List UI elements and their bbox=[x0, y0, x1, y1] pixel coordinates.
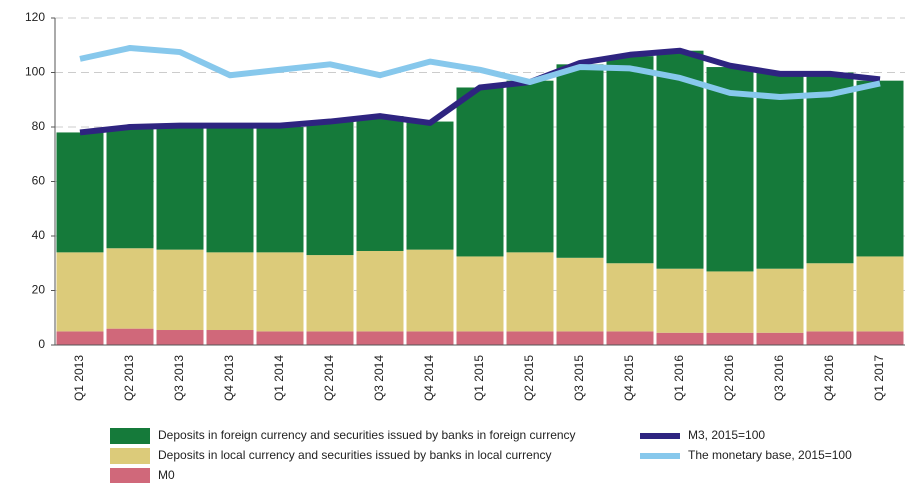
bar-segment bbox=[206, 330, 254, 345]
bar-segment bbox=[756, 72, 804, 269]
bar-segment bbox=[856, 331, 904, 345]
y-tick-label: 80 bbox=[32, 119, 46, 133]
bar-segment bbox=[156, 249, 204, 331]
bar-segment bbox=[406, 249, 454, 332]
x-tick-label: Q4 2013 bbox=[222, 355, 236, 401]
x-tick-label: Q3 2013 bbox=[172, 355, 186, 401]
bar-segment bbox=[156, 127, 204, 250]
bar-segment bbox=[706, 271, 754, 333]
legend-swatch bbox=[110, 448, 150, 464]
bar-segment bbox=[56, 132, 104, 253]
legend-label: M0 bbox=[158, 468, 175, 482]
bar-segment bbox=[256, 127, 304, 253]
bar-segment bbox=[306, 331, 354, 345]
legend-label: The monetary base, 2015=100 bbox=[688, 448, 852, 462]
legend-swatch bbox=[110, 428, 150, 444]
bar-segment bbox=[656, 332, 704, 345]
x-tick-label: Q1 2016 bbox=[672, 355, 686, 401]
bar-segment bbox=[756, 268, 804, 333]
bar-segment bbox=[106, 328, 154, 345]
bar-segment bbox=[206, 252, 254, 331]
x-tick-label: Q3 2016 bbox=[772, 355, 786, 401]
x-tick-label: Q4 2014 bbox=[422, 355, 436, 401]
y-tick-label: 60 bbox=[32, 174, 46, 188]
y-tick-label: 120 bbox=[25, 10, 45, 24]
bar-segment bbox=[706, 332, 754, 345]
legend-swatch bbox=[110, 468, 150, 483]
x-tick-label: Q2 2013 bbox=[122, 355, 136, 401]
legend-label: Deposits in foreign currency and securit… bbox=[158, 428, 576, 442]
y-tick-label: 40 bbox=[32, 228, 46, 242]
bar-segment bbox=[106, 127, 154, 249]
bar-segment bbox=[606, 331, 654, 345]
y-tick-label: 20 bbox=[32, 283, 46, 297]
bar-segment bbox=[806, 72, 854, 264]
bar-segment bbox=[856, 256, 904, 332]
bar-segment bbox=[256, 331, 304, 345]
x-tick-label: Q1 2015 bbox=[472, 355, 486, 401]
bar-segment bbox=[506, 331, 554, 345]
bar-segment bbox=[206, 127, 254, 253]
bar-segment bbox=[606, 56, 654, 264]
line-series bbox=[79, 44, 881, 101]
bar-segment bbox=[456, 256, 504, 332]
x-tick-label: Q1 2014 bbox=[272, 355, 286, 401]
y-tick-label: 100 bbox=[25, 65, 45, 79]
bar-segment bbox=[656, 50, 704, 269]
bar-segment bbox=[506, 80, 554, 253]
bar-segment bbox=[506, 252, 554, 332]
bar-segment bbox=[356, 250, 404, 332]
bar-segment bbox=[456, 331, 504, 345]
bar-segment bbox=[306, 121, 354, 256]
x-tick-label: Q3 2014 bbox=[372, 355, 386, 401]
bar-segment bbox=[456, 87, 504, 257]
legend-label: M3, 2015=100 bbox=[688, 428, 765, 442]
bar-segment bbox=[806, 263, 854, 332]
bar-segment bbox=[756, 332, 804, 345]
x-tick-label: Q1 2013 bbox=[72, 355, 86, 401]
bar-segment bbox=[706, 67, 754, 272]
x-tick-label: Q2 2015 bbox=[522, 355, 536, 401]
x-tick-label: Q3 2015 bbox=[572, 355, 586, 401]
bar-segment bbox=[556, 64, 604, 258]
bar-segment bbox=[156, 330, 204, 345]
bar-segment bbox=[856, 80, 904, 257]
x-tick-label: Q1 2017 bbox=[872, 355, 886, 401]
legend-label: Deposits in local currency and securitie… bbox=[158, 448, 552, 462]
bar-segment bbox=[806, 331, 854, 345]
x-tick-label: Q4 2015 bbox=[622, 355, 636, 401]
bar-segment bbox=[56, 252, 104, 332]
y-tick-label: 0 bbox=[38, 337, 45, 351]
bar-segment bbox=[406, 121, 454, 250]
bar-segment bbox=[356, 331, 404, 345]
bar-segment bbox=[606, 263, 654, 332]
bar-segment bbox=[356, 116, 404, 251]
bar-segment bbox=[406, 331, 454, 345]
bar-segment bbox=[306, 255, 354, 332]
line-series bbox=[79, 47, 881, 136]
bar-segment bbox=[656, 268, 704, 333]
bar-segment bbox=[256, 252, 304, 332]
x-tick-label: Q4 2016 bbox=[822, 355, 836, 401]
x-tick-label: Q2 2016 bbox=[722, 355, 736, 401]
bar-segment bbox=[106, 248, 154, 329]
bar-segment bbox=[556, 331, 604, 345]
bar-segment bbox=[556, 257, 604, 332]
bar-segment bbox=[56, 331, 104, 345]
x-tick-label: Q2 2014 bbox=[322, 355, 336, 401]
